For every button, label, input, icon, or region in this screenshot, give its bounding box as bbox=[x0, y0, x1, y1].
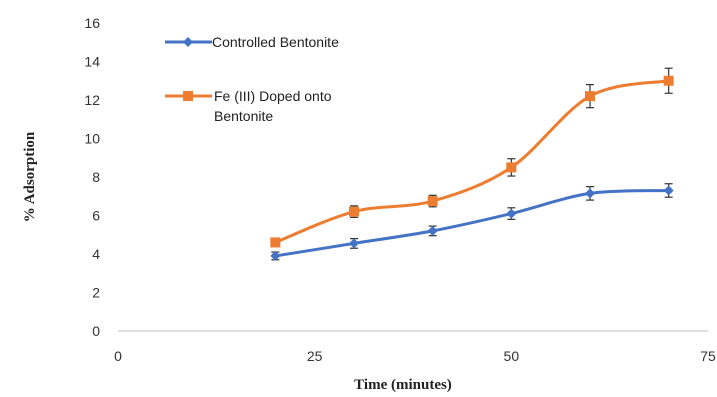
y-tick-label: 10 bbox=[84, 131, 100, 147]
series-line bbox=[274, 79, 669, 244]
x-axis-tick-labels: 0 25 50 75 bbox=[114, 348, 716, 364]
y-tick-label: 0 bbox=[92, 323, 100, 339]
y-tick-label: 16 bbox=[84, 15, 100, 31]
y-tick-label: 2 bbox=[92, 285, 100, 301]
legend-item: Controlled Bentonite bbox=[165, 34, 339, 50]
data-point-diamond-marker bbox=[427, 225, 438, 236]
data-point-square-marker bbox=[585, 91, 595, 102]
legend-label: Controlled Bentonite bbox=[212, 34, 339, 50]
series-controlled-bentonite bbox=[270, 183, 674, 261]
data-point-diamond-marker bbox=[585, 188, 595, 199]
y-tick-label: 14 bbox=[84, 54, 100, 70]
data-point-square-marker bbox=[183, 91, 193, 101]
data-point-square-marker bbox=[663, 75, 674, 86]
y-tick-label: 4 bbox=[92, 246, 100, 262]
x-tick-label: 25 bbox=[307, 348, 323, 364]
data-point-diamond-marker bbox=[349, 238, 359, 249]
series-line bbox=[275, 188, 669, 258]
y-tick-label: 8 bbox=[92, 169, 100, 185]
data-point-diamond-marker bbox=[183, 37, 193, 47]
y-axis-tick-labels: 0 2 4 6 8 10 12 14 16 bbox=[84, 15, 100, 339]
series-layer bbox=[270, 67, 674, 261]
series-fe-doped-bentonite bbox=[270, 67, 674, 248]
legend: Controlled Bentonite Fe (III) Doped onto B… bbox=[165, 34, 339, 124]
legend-item: Fe (III) Doped onto Bentonite bbox=[165, 88, 332, 124]
data-point-square-marker bbox=[349, 206, 359, 217]
y-axis-title: % Adsorption bbox=[22, 131, 38, 222]
legend-label: Fe (III) Doped onto bbox=[214, 88, 332, 104]
y-tick-label: 12 bbox=[84, 92, 100, 108]
x-tick-label: 50 bbox=[504, 348, 520, 364]
x-tick-label: 75 bbox=[700, 348, 716, 364]
data-point-diamond-marker bbox=[663, 185, 674, 196]
data-point-square-marker bbox=[427, 196, 438, 207]
data-point-square-marker bbox=[506, 162, 517, 173]
x-axis-title: Time (minutes) bbox=[354, 377, 452, 393]
y-tick-label: 6 bbox=[92, 208, 100, 224]
x-tick-label: 0 bbox=[114, 348, 122, 364]
data-point-square-marker bbox=[270, 237, 281, 248]
data-point-diamond-marker bbox=[270, 250, 281, 261]
legend-label: Bentonite bbox=[214, 108, 273, 124]
data-point-diamond-marker bbox=[506, 208, 517, 219]
